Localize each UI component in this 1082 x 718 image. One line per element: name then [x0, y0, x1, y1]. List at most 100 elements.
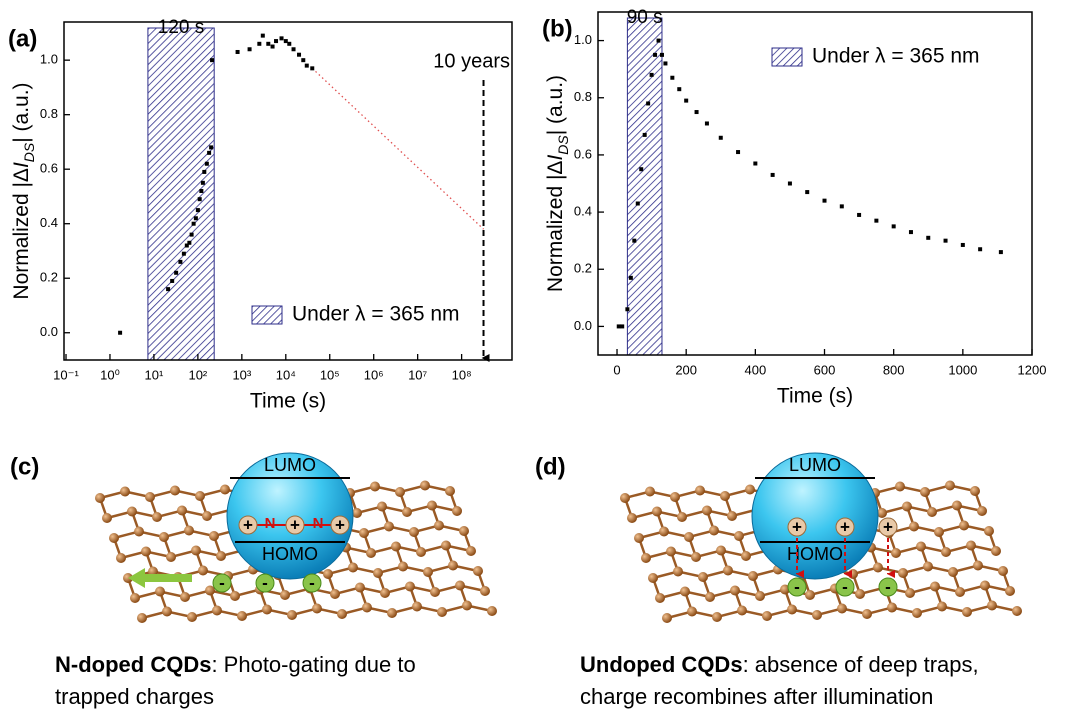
lattice-atom — [102, 513, 112, 523]
x-tick-label: 10⁸ — [452, 367, 472, 382]
data-point — [271, 45, 275, 49]
lattice-atom — [855, 589, 865, 599]
lattice-atom — [862, 609, 872, 619]
caption-bold: Undoped CQDs — [580, 652, 743, 677]
lattice-atom — [812, 610, 822, 620]
y-tick-label: 0.2 — [40, 270, 58, 285]
y-tick-label: 1.0 — [574, 32, 592, 47]
lattice-atom — [948, 567, 958, 577]
electron-sign: - — [309, 573, 315, 592]
y-axis-label: Normalized |ΔIDS| (a.u.) — [544, 75, 571, 292]
x-tick-label: 800 — [883, 362, 905, 377]
lattice-atom — [109, 533, 119, 543]
data-point — [166, 287, 170, 291]
data-point — [199, 189, 203, 193]
lattice-atom — [230, 591, 240, 601]
data-point — [639, 167, 643, 171]
lattice-atom — [977, 506, 987, 516]
data-point — [210, 58, 214, 62]
lattice-atom — [680, 587, 690, 597]
y-axis-label-part: Normalized |Δ — [10, 168, 33, 300]
lattice-atom — [391, 542, 401, 552]
data-point — [874, 219, 878, 223]
lattice-atom — [191, 546, 201, 556]
lattice-atom — [216, 551, 226, 561]
data-point — [753, 161, 757, 165]
caption: trapped charges — [55, 684, 214, 709]
hole-sign: + — [792, 517, 802, 536]
lattice-atom — [130, 593, 140, 603]
lattice-atom — [645, 487, 655, 497]
lattice-atom — [412, 602, 422, 612]
data-point — [625, 307, 629, 311]
lattice-atom — [187, 612, 197, 622]
caption: charge recombines after illumination — [580, 684, 933, 709]
hole-sign: + — [243, 515, 253, 534]
electron-sign: - — [219, 573, 225, 592]
lattice-atom — [448, 561, 458, 571]
data-point — [670, 76, 674, 80]
legend-label: Under λ = 365 nm — [812, 45, 980, 68]
lattice-atom — [159, 532, 169, 542]
electron-sign: - — [885, 577, 891, 596]
lattice-atom — [452, 506, 462, 516]
y-axis-label-part: | (a.u.) — [10, 82, 33, 142]
data-point — [261, 34, 265, 38]
lattice-atom — [430, 587, 440, 597]
lattice-atom — [898, 568, 908, 578]
data-point — [118, 331, 122, 335]
data-point — [620, 324, 624, 328]
data-point — [198, 197, 202, 201]
data-point — [657, 39, 661, 43]
data-point — [944, 239, 948, 243]
lattice-atom — [220, 485, 230, 495]
lattice-atom — [887, 603, 897, 613]
figure: 120 s10 years10⁻¹10⁰10¹10²10³10⁴10⁵10⁶10… — [0, 0, 1082, 718]
lattice-atom — [959, 521, 969, 531]
data-point — [201, 181, 205, 185]
data-point — [823, 199, 827, 203]
y-axis-label: Normalized |ΔIDS| (a.u.) — [10, 82, 37, 299]
lattice-atom — [434, 521, 444, 531]
caption-text: : Photo-gating due to — [211, 652, 415, 677]
lattice-atom — [445, 486, 455, 496]
lattice-atom — [370, 482, 380, 492]
data-point — [301, 58, 305, 62]
lattice-atom — [930, 582, 940, 592]
page: 120 s10 years10⁻¹10⁰10¹10²10³10⁴10⁵10⁶10… — [0, 0, 1082, 718]
data-point — [310, 66, 314, 70]
x-tick-label: 10⁶ — [364, 367, 384, 382]
data-point — [663, 61, 667, 65]
lattice-atom — [987, 601, 997, 611]
lattice-atom — [620, 493, 630, 503]
lattice-atom — [687, 607, 697, 617]
lattice-atom — [691, 552, 701, 562]
data-point — [207, 151, 211, 155]
y-tick-label: 0.8 — [574, 89, 592, 104]
homo-label: HOMO — [262, 544, 318, 564]
panel-label: (c) — [10, 453, 39, 480]
lattice-atom — [937, 602, 947, 612]
lattice-atom — [895, 482, 905, 492]
hole-sign: + — [290, 515, 300, 534]
data-point — [805, 190, 809, 194]
lattice-atom — [170, 486, 180, 496]
lattice-atom — [912, 608, 922, 618]
diagram: (c)LUMOHOMO+++NN---N-doped CQDs: Photo-g… — [10, 453, 497, 709]
panel-label: (d) — [535, 453, 566, 480]
data-point — [274, 39, 278, 43]
lattice-atom — [480, 586, 490, 596]
lattice-atom — [837, 604, 847, 614]
x-tick-label: 1000 — [948, 362, 977, 377]
x-tick-label: 600 — [814, 362, 836, 377]
x-axis-label: Time (s) — [777, 385, 853, 408]
lattice-atom — [698, 572, 708, 582]
caption-text: : absence of deep traps, — [743, 652, 979, 677]
y-axis-label-part: | (a.u.) — [544, 75, 567, 135]
lattice-atom — [945, 481, 955, 491]
lattice-atom — [373, 568, 383, 578]
x-tick-label: 10² — [188, 367, 207, 382]
y-tick-label: 0.6 — [574, 146, 592, 161]
nitrogen: N — [313, 515, 324, 532]
lattice-atom — [287, 610, 297, 620]
